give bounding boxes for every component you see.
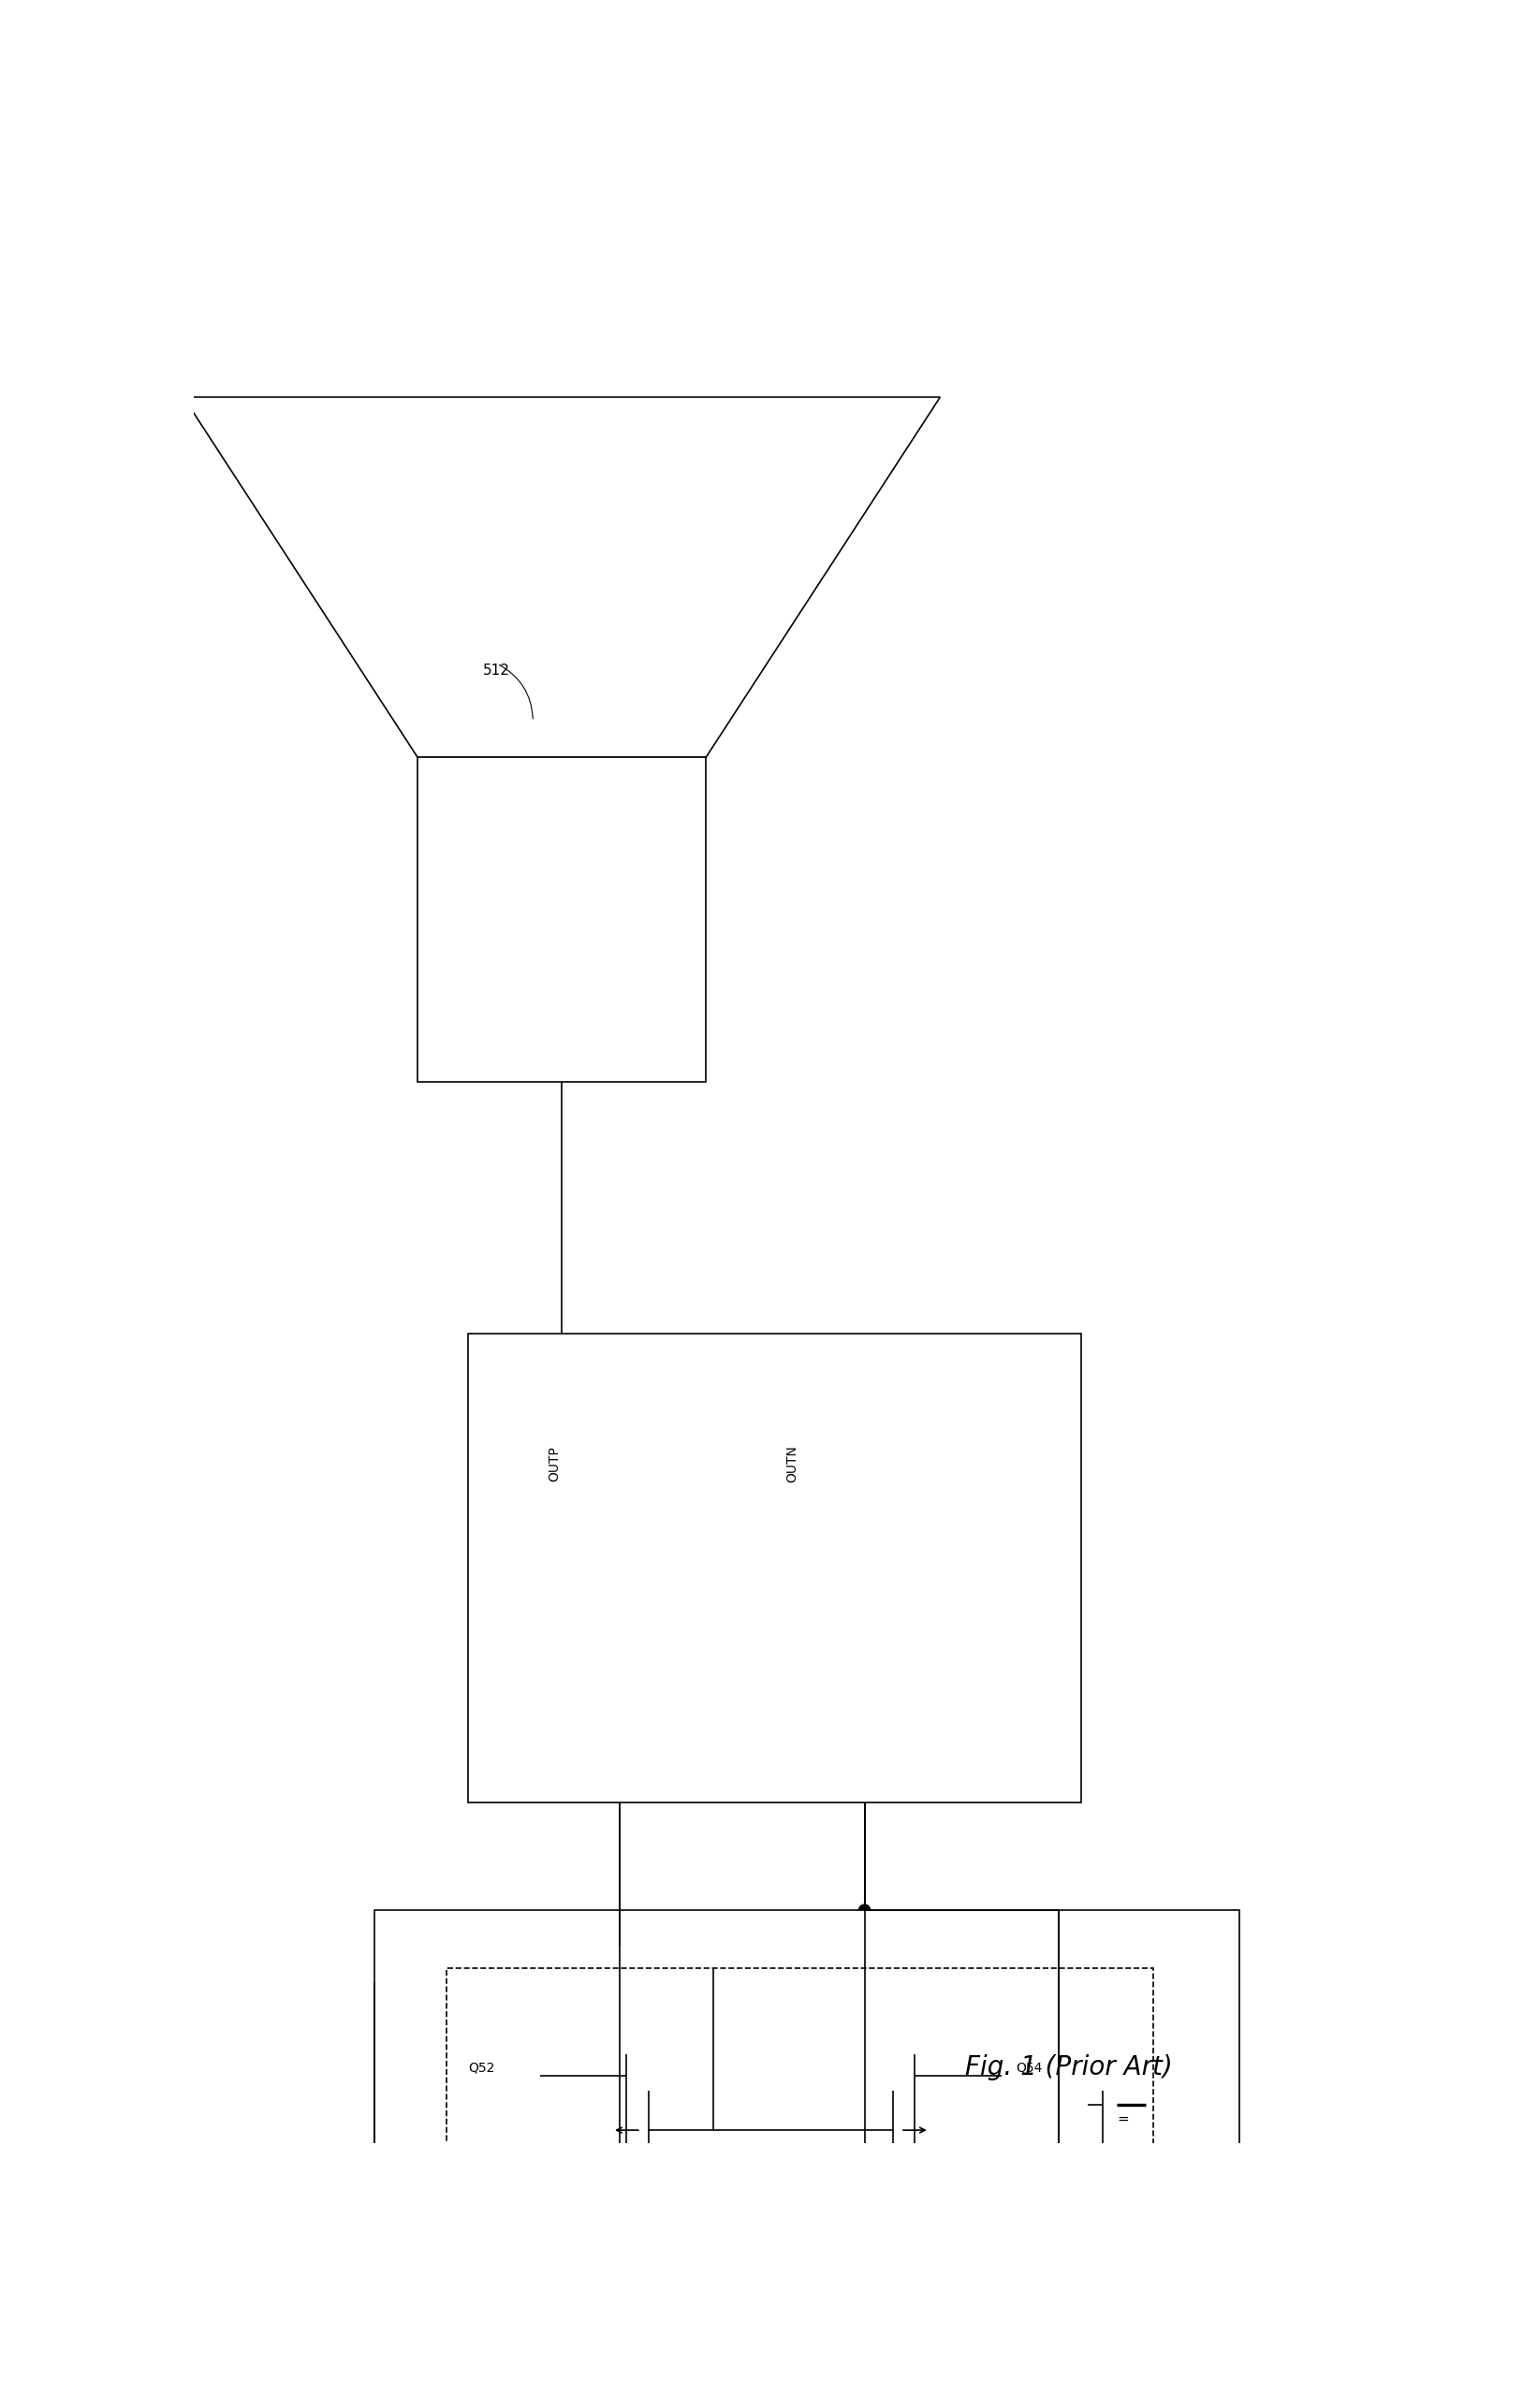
Text: Fig. 1 (Prior Art): Fig. 1 (Prior Art) (966, 2054, 1173, 2081)
Circle shape (614, 1941, 626, 1953)
Bar (468, 1334, 1081, 1801)
Circle shape (859, 1905, 870, 1917)
Text: OUTN: OUTN (786, 1445, 800, 1483)
Bar (375, 1910, 1240, 2408)
Text: OUTP: OUTP (548, 1445, 560, 1481)
Text: =: = (1116, 2112, 1129, 2126)
Bar (417, 759, 707, 1081)
Text: 512: 512 (483, 665, 510, 677)
Text: Q52: Q52 (468, 2061, 495, 2076)
Text: Q54: Q54 (1016, 2061, 1042, 2076)
Bar (446, 1967, 1153, 2408)
